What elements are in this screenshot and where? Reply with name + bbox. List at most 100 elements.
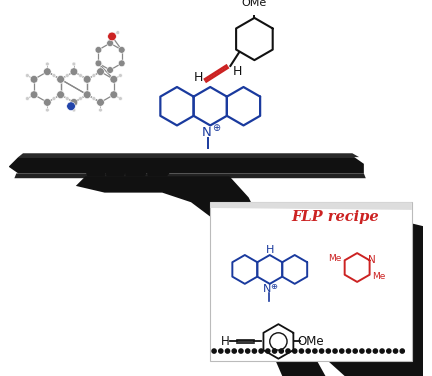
Circle shape [57,91,64,99]
Text: N: N [201,126,211,139]
Circle shape [360,349,364,353]
Circle shape [67,102,75,111]
Circle shape [118,60,125,67]
Circle shape [394,349,397,353]
Circle shape [83,91,91,99]
Circle shape [72,62,76,66]
Polygon shape [249,207,423,376]
Polygon shape [146,161,177,176]
Text: Me: Me [372,272,386,281]
Circle shape [380,349,384,353]
Polygon shape [210,202,412,361]
Polygon shape [76,176,325,376]
Circle shape [83,76,91,83]
Circle shape [110,91,118,99]
Circle shape [313,349,317,353]
Circle shape [95,60,102,67]
Polygon shape [105,159,130,176]
Polygon shape [83,161,109,176]
Text: H: H [194,71,203,84]
Text: ⊕: ⊕ [212,123,220,133]
Circle shape [97,68,104,76]
Circle shape [83,76,91,83]
Circle shape [299,349,304,353]
Circle shape [79,97,83,100]
Text: H: H [232,65,242,78]
Circle shape [70,68,78,76]
Circle shape [25,97,29,100]
Circle shape [333,349,337,353]
Circle shape [57,76,64,83]
Circle shape [219,349,223,353]
Circle shape [116,31,120,35]
Text: N: N [368,255,375,265]
Circle shape [292,349,297,353]
Circle shape [232,349,236,353]
Circle shape [273,349,276,353]
Circle shape [45,108,49,112]
Text: Me: Me [328,254,342,263]
Circle shape [92,97,96,100]
Circle shape [118,74,122,77]
Circle shape [340,349,344,353]
Circle shape [366,349,371,353]
Text: OMe: OMe [242,0,267,8]
Circle shape [252,349,257,353]
Circle shape [65,74,69,77]
Circle shape [266,349,270,353]
Circle shape [326,349,330,353]
Circle shape [79,74,83,77]
Text: OMe: OMe [298,335,324,348]
Circle shape [95,47,102,53]
Polygon shape [9,157,364,173]
Circle shape [72,108,76,112]
Circle shape [30,91,38,99]
Polygon shape [124,159,152,176]
Circle shape [108,32,116,41]
Circle shape [400,349,404,353]
Polygon shape [14,173,366,178]
Text: H: H [221,335,230,348]
Circle shape [118,47,125,53]
Circle shape [30,76,38,83]
Circle shape [70,99,78,106]
Circle shape [110,76,118,83]
Text: H: H [266,245,274,255]
Circle shape [320,349,324,353]
Circle shape [107,40,114,47]
Circle shape [98,108,102,112]
Text: ⊕: ⊕ [270,282,277,291]
Circle shape [245,349,250,353]
Circle shape [97,99,104,106]
Circle shape [226,349,230,353]
Text: FLP recipe: FLP recipe [291,210,379,224]
Circle shape [279,349,283,353]
Circle shape [92,74,96,77]
Circle shape [373,349,378,353]
Circle shape [118,97,122,100]
Circle shape [44,68,51,76]
Circle shape [387,349,391,353]
Circle shape [286,349,290,353]
Circle shape [212,349,216,353]
Circle shape [57,76,64,83]
Circle shape [353,349,357,353]
Polygon shape [225,202,292,241]
Circle shape [52,74,56,77]
Circle shape [306,349,310,353]
Text: N: N [263,284,271,294]
Circle shape [65,97,69,100]
Circle shape [259,349,263,353]
Circle shape [239,349,243,353]
Circle shape [346,349,351,353]
Circle shape [83,91,91,99]
Circle shape [45,62,49,66]
Circle shape [57,91,64,99]
Polygon shape [210,202,412,210]
Circle shape [107,67,114,73]
Circle shape [52,97,56,100]
Polygon shape [18,153,359,157]
Circle shape [25,74,29,77]
Circle shape [44,99,51,106]
Circle shape [98,62,102,66]
